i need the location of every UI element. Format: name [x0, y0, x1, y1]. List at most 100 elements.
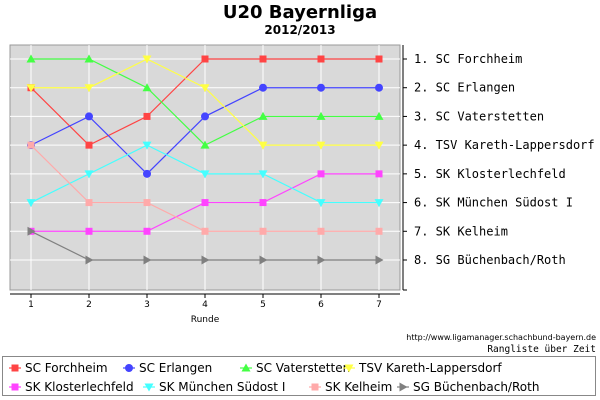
- legend: SC Forchheim SC Erlangen SC Vaterstetten TS…: [2, 356, 596, 396]
- rank-label-2: 2. SC Erlangen: [414, 81, 515, 95]
- legend-item-1: SC Forchheim: [9, 361, 108, 375]
- x-tick-label-1: 1: [28, 300, 34, 310]
- series-1-point-7: [375, 55, 383, 63]
- series-8: [27, 226, 384, 265]
- series-8-point-7: [375, 255, 384, 265]
- series-1-point-4: [201, 55, 209, 63]
- legend-item-2: SC Erlangen: [123, 361, 212, 375]
- series-5-point-5: [259, 199, 267, 207]
- legend-label-5: SK Klosterlechfeld: [25, 380, 134, 394]
- legend-label-6: SK München Südost I: [159, 380, 285, 394]
- series-1-point-6: [317, 55, 325, 63]
- series-5-point-7: [375, 170, 383, 178]
- chart-title: U20 Bayernliga: [222, 2, 378, 23]
- series-6-point-7: [374, 199, 384, 208]
- series-8-point-4: [201, 255, 210, 265]
- series-3-point-3: [142, 83, 152, 92]
- series-group: [26, 54, 384, 265]
- series-2-point-5: [259, 83, 267, 92]
- line-chart: 1. SC Forchheim 2. SC Erlangen 3. SC Vater…: [9, 44, 595, 325]
- rank-label-3: 3. SC Vaterstetten: [414, 109, 544, 123]
- series-7-point-3: [143, 199, 151, 207]
- series-8-point-6: [317, 255, 326, 265]
- rank-label-7: 7. SK Kelheim: [414, 224, 508, 238]
- series-5-point-3: [143, 227, 151, 235]
- series-8-point-1: [27, 226, 36, 236]
- series-6-point-1: [26, 199, 36, 208]
- series-7-point-4: [201, 227, 209, 235]
- series-3-point-6: [316, 111, 326, 120]
- series-2-point-2: [85, 112, 93, 121]
- series-4: [26, 55, 384, 150]
- source-url: http://www.ligamanager.schachbund-bayern…: [406, 333, 596, 342]
- rank-label-5: 5. SK Klosterlechfeld: [414, 167, 566, 181]
- legend-label-2: SC Erlangen: [139, 361, 212, 375]
- series-2-point-7: [375, 83, 383, 92]
- x-tick-label-2: 2: [86, 300, 92, 310]
- legend-swatch-marker-2: [125, 364, 133, 372]
- legend-item-8: SG Büchenbach/Roth: [397, 380, 539, 394]
- x-tick-label-3: 3: [144, 300, 150, 310]
- legend-item-4: TSV Kareth-Lappersdorf: [343, 361, 502, 375]
- x-axis-label: Runde: [191, 315, 220, 325]
- series-6-point-4: [200, 170, 210, 179]
- series-4-point-1: [26, 84, 36, 93]
- series-4-point-2: [84, 84, 94, 93]
- series-2-point-3: [143, 169, 151, 178]
- legend-swatch-marker-4: [344, 364, 354, 373]
- legend-label-8: SG Büchenbach/Roth: [413, 380, 539, 394]
- series-7-point-7: [375, 227, 383, 235]
- series-8-point-2: [85, 255, 94, 265]
- series-8-point-3: [143, 255, 152, 265]
- series-1-point-3: [143, 112, 151, 120]
- series-1-point-2: [85, 141, 93, 149]
- chart-caption: Rangliste über Zeit: [487, 344, 596, 355]
- series-5-point-6: [317, 170, 325, 178]
- series-4-point-5: [258, 141, 268, 150]
- series-4-point-6: [316, 141, 326, 150]
- legend-svg: SC Forchheim SC Erlangen SC Vaterstetten TS…: [9, 361, 539, 394]
- series-7: [27, 141, 383, 235]
- legend-swatch-marker-3: [241, 363, 251, 372]
- series-2-point-4: [201, 112, 209, 121]
- legend-label-1: SC Forchheim: [25, 361, 108, 375]
- chart-subtitle: 2012/2013: [264, 23, 336, 37]
- legend-swatch-marker-1: [11, 364, 19, 372]
- series-7-point-6: [317, 227, 325, 235]
- x-tick-label-5: 5: [260, 300, 266, 310]
- series-4-point-4: [200, 84, 210, 93]
- series-3-point-4: [200, 140, 210, 149]
- legend-swatch-marker-7: [311, 383, 319, 391]
- x-axis: 1 2 3 4 5 6 7: [10, 293, 400, 310]
- x-tick-label-4: 4: [202, 300, 208, 310]
- rank-label-4: 4. TSV Kareth-Lappersdorf: [414, 138, 595, 152]
- series-5-point-2: [85, 227, 93, 235]
- series-3: [26, 54, 384, 149]
- rank-label-6: 6. SK München Südost I: [414, 196, 573, 210]
- series-3-point-1: [26, 54, 36, 63]
- series-7-point-1: [27, 141, 35, 149]
- legend-item-5: SK Klosterlechfeld: [9, 380, 134, 394]
- series-3-point-2: [84, 54, 94, 63]
- series-6-point-2: [84, 170, 94, 179]
- series-2-point-6: [317, 83, 325, 92]
- legend-swatch-marker-6: [144, 383, 154, 392]
- series-8-point-5: [259, 255, 268, 265]
- series-6: [26, 141, 384, 208]
- legend-label-7: SK Kelheim: [325, 380, 392, 394]
- series-4-point-3: [142, 55, 152, 64]
- x-tick-label-7: 7: [376, 300, 382, 310]
- legend-swatch-marker-5: [11, 383, 19, 391]
- x-tick-label-6: 6: [318, 300, 324, 310]
- series-6-point-3: [142, 141, 152, 150]
- legend-label-4: TSV Kareth-Lappersdorf: [358, 361, 502, 375]
- legend-item-7: SK Kelheim: [309, 380, 392, 394]
- legend-item-3: SC Vaterstetten: [240, 361, 350, 375]
- series-7-point-5: [259, 227, 267, 235]
- rank-label-1: 1. SC Forchheim: [414, 52, 522, 66]
- legend-item-6: SK München Südost I: [143, 380, 285, 394]
- series-3-point-5: [258, 111, 268, 120]
- series-5-point-4: [201, 199, 209, 207]
- legend-label-3: SC Vaterstetten: [256, 361, 350, 375]
- rank-label-8: 8. SG Büchenbach/Roth: [414, 253, 566, 267]
